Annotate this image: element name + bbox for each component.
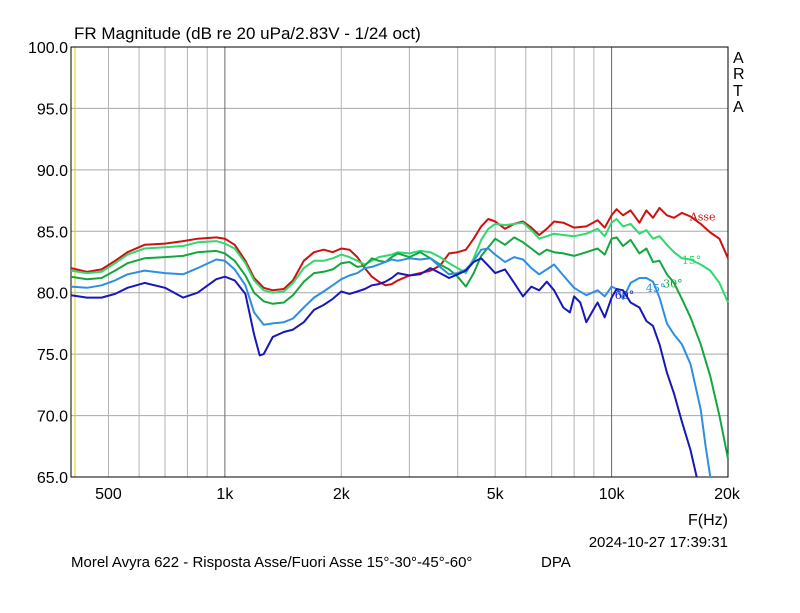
series-layer	[70, 206, 729, 478]
curve-label: 60°	[615, 289, 635, 302]
series-line-2	[70, 236, 729, 459]
x-tick-label: 1k	[216, 486, 234, 503]
y-tick-label: 70.0	[37, 409, 68, 426]
side-letter-2: R	[733, 66, 745, 83]
y-tick-label: 80.0	[37, 286, 68, 303]
timestamp: 2024-10-27 17:39:31	[589, 534, 728, 551]
caption: Morel Avyra 622 - Risposta Asse/Fuori As…	[71, 554, 472, 571]
x-tick-label: 5k	[487, 486, 505, 503]
y-tick-label: 90.0	[37, 163, 68, 180]
y-tick-label: 85.0	[37, 224, 68, 241]
y-tick-label: 65.0	[37, 470, 68, 487]
y-tick-labels: 100.0 95.0 90.0 85.0 80.0 75.0 70.0 65.0	[28, 40, 68, 487]
side-letter-3: T	[733, 83, 743, 100]
caption-right: DPA	[541, 554, 571, 571]
series-line-4	[70, 257, 698, 478]
x-tick-label: 10k	[599, 486, 626, 503]
series-line-3	[70, 247, 712, 478]
series-line-0	[70, 206, 729, 292]
chart-title: FR Magnitude (dB re 20 uPa/2.83V - 1/24 …	[74, 24, 421, 43]
x-axis-label: F(Hz)	[688, 512, 728, 529]
grid	[71, 47, 728, 477]
plot-frame	[70, 46, 729, 478]
x-tick-label: 500	[95, 486, 122, 503]
curve-label: 45°	[646, 282, 666, 295]
y-tick-label: 95.0	[37, 101, 68, 118]
y-tick-label: 75.0	[37, 347, 68, 364]
x-tick-labels: 500 1k 2k 5k 10k 20k	[95, 486, 741, 503]
x-tick-label: 20k	[714, 486, 741, 503]
curve-label: 15°	[682, 254, 702, 267]
curve-label: Asse	[689, 211, 716, 224]
x-tick-label: 2k	[333, 486, 351, 503]
curve-label: 30°	[663, 277, 683, 290]
side-letter-4: A	[733, 99, 744, 116]
curve-labels: Asse 15° 30°45° 60°	[615, 211, 716, 302]
series-line-1	[70, 218, 729, 303]
side-text: A R T A	[733, 50, 745, 116]
side-letter-1: A	[733, 50, 744, 67]
y-tick-label: 100.0	[28, 40, 68, 57]
